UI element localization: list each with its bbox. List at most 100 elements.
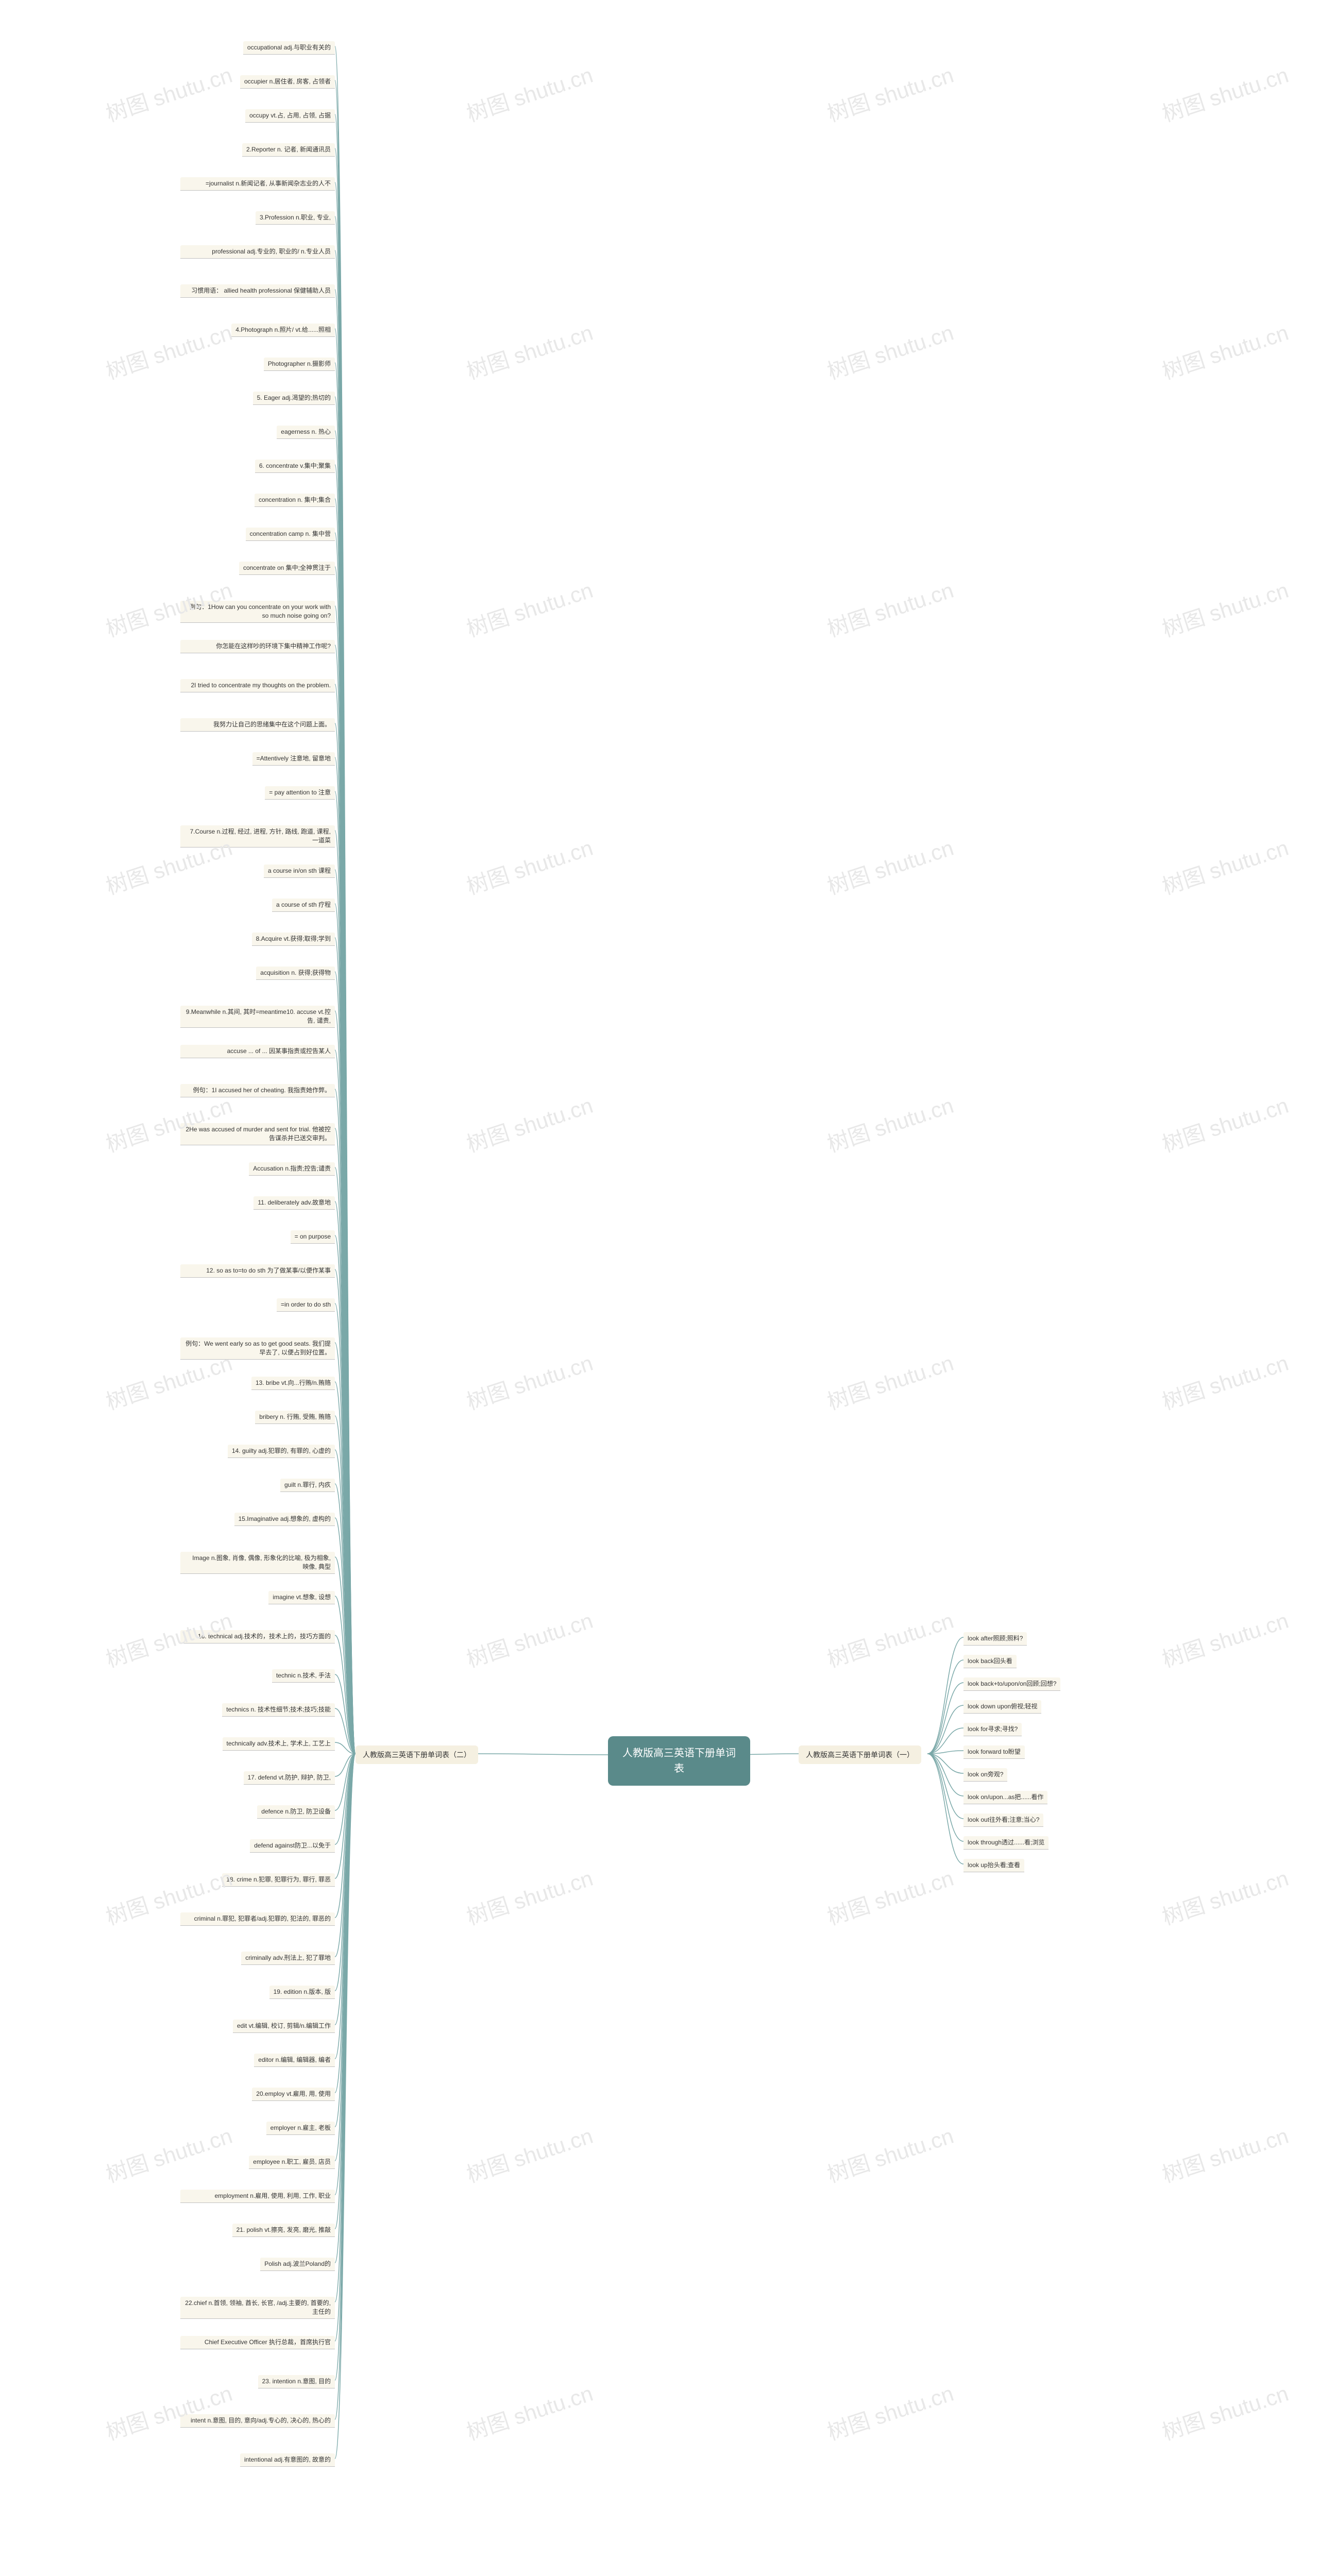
watermark: 树图 shutu.cn [462, 315, 597, 386]
watermark: 树图 shutu.cn [462, 573, 597, 643]
leaf-node[interactable]: look out往外看;注意;当心? [963, 1814, 1043, 1827]
leaf-node[interactable]: 2.Reporter n. 记者, 新闻通讯员 [242, 143, 335, 157]
leaf-node[interactable]: 15.Imaginative adj.想象的, 虚构的 [234, 1513, 335, 1526]
leaf-node[interactable]: defend against防卫...以免于 [250, 1839, 335, 1853]
leaf-node[interactable]: 11. deliberately adv.故意地 [253, 1196, 335, 1210]
leaf-node[interactable]: Chief Executive Officer 执行总裁，首席执行官 [180, 2336, 335, 2349]
leaf-node[interactable]: 8.Acquire vt.获得;取得;学到 [252, 933, 335, 946]
branch-node[interactable]: 人教版高三英语下册单词表（一） [799, 1745, 921, 1764]
leaf-node[interactable]: 9.Meanwhile n.其间, 其时=meantime10. accuse … [180, 1006, 335, 1028]
leaf-node[interactable]: =Attentively 注意地, 留意地 [252, 752, 335, 766]
leaf-node[interactable]: concentration camp n. 集中营 [246, 528, 335, 541]
leaf-node[interactable]: 我努力让自己的思绪集中在这个问题上面。 [180, 718, 335, 732]
watermark: 树图 shutu.cn [1158, 1346, 1292, 1416]
watermark: 树图 shutu.cn [462, 1346, 597, 1416]
watermark: 树图 shutu.cn [102, 315, 236, 386]
leaf-node[interactable]: imagine vt.想象, 设想 [268, 1591, 335, 1604]
watermark: 树图 shutu.cn [462, 1088, 597, 1159]
leaf-node[interactable]: accuse ... of ... 因某事指责或控告某人 [180, 1045, 335, 1058]
leaf-node[interactable]: criminal n.罪犯, 犯罪者/adj.犯罪的, 犯法的, 罪恶的 [180, 1912, 335, 1926]
leaf-node[interactable]: look for寻求;寻找? [963, 1723, 1022, 1736]
leaf-node[interactable]: 7.Course n.过程, 经过, 进程, 方针, 路线, 跑道, 课程, 一… [180, 825, 335, 848]
watermark: 树图 shutu.cn [1158, 1603, 1292, 1674]
leaf-node[interactable]: 5. Eager adj.渴望的;热切的 [253, 392, 335, 405]
leaf-node[interactable]: 6. concentrate v.集中;聚集 [255, 460, 335, 473]
leaf-node[interactable]: eagerness n. 热心 [277, 426, 335, 439]
leaf-node[interactable]: 17. defend vt.防护, 辩护, 防卫, [244, 1771, 335, 1785]
branch-node[interactable]: 人教版高三英语下册单词表（二） [356, 1745, 478, 1764]
leaf-node[interactable]: 19. edition n.版本, 版 [269, 1986, 335, 1999]
leaf-node[interactable]: look up抬头看;查看 [963, 1859, 1024, 1872]
leaf-node[interactable]: employment n.雇用, 使用, 利用, 工作, 职业 [180, 2190, 335, 2203]
leaf-node[interactable]: 4.Photograph n.照片/ vt.给......照相 [231, 324, 335, 337]
leaf-node[interactable]: 22.chief n.首领, 领袖, 酋长, 长官, /adj.主要的, 首要的… [180, 2297, 335, 2319]
leaf-node[interactable]: =in order to do sth [277, 1298, 335, 1312]
leaf-node[interactable]: concentration n. 集中;集合 [255, 494, 335, 507]
leaf-node[interactable]: look back回头看 [963, 1655, 1017, 1668]
leaf-node[interactable]: intent n.意图, 目的, 意向/adj.专心的, 决心的, 热心的 [180, 2414, 335, 2428]
leaf-node[interactable]: guilt n.罪行, 内疚 [280, 1479, 335, 1492]
leaf-node[interactable]: employee n.职工, 雇员, 店员 [249, 2156, 335, 2169]
leaf-node[interactable]: 3.Profession n.职业, 专业, [256, 211, 335, 225]
leaf-node[interactable]: Photographer n.摄影师 [264, 358, 335, 371]
leaf-node[interactable]: defence n.防卫, 防卫设备 [257, 1805, 335, 1819]
watermark: 树图 shutu.cn [823, 831, 957, 901]
leaf-node[interactable]: 2I tried to concentrate my thoughts on t… [180, 679, 335, 692]
leaf-node[interactable]: 14. guilty adj.犯罪的, 有罪的, 心虚的 [228, 1445, 335, 1458]
leaf-node[interactable]: criminally adv.刑法上, 犯了罪地 [241, 1952, 335, 1965]
leaf-node[interactable]: 习惯用语： allied health professional 保健辅助人员 [180, 284, 335, 298]
leaf-node[interactable]: 2He was accused of murder and sent for t… [180, 1123, 335, 1145]
leaf-node[interactable]: Polish adj.波兰Poland的 [260, 2258, 335, 2271]
leaf-node[interactable]: 例句：We went early so as to get good seats… [180, 1337, 335, 1360]
leaf-node[interactable]: acquisition n. 获得;获得物 [256, 967, 335, 980]
leaf-node[interactable]: look through透过......看;浏览 [963, 1836, 1049, 1850]
leaf-node[interactable]: look on/upon...as把......看作 [963, 1791, 1047, 1804]
leaf-node[interactable]: 13. bribe vt.向...行贿/n.贿赂 [251, 1377, 335, 1390]
watermark: 树图 shutu.cn [823, 2376, 957, 2447]
leaf-node[interactable]: = pay attention to 注意 [265, 786, 335, 800]
leaf-node[interactable]: 12. so as to=to do sth 为了做某事/以便作某事 [180, 1264, 335, 1278]
watermark: 树图 shutu.cn [1158, 1861, 1292, 1931]
watermark: 树图 shutu.cn [823, 1603, 957, 1674]
leaf-node[interactable]: look back+to/upon/on回顾;回想? [963, 1677, 1060, 1691]
leaf-node[interactable]: a course of sth 疗程 [272, 899, 335, 912]
leaf-node[interactable]: employer n.雇主, 老板 [266, 2122, 335, 2135]
leaf-node[interactable]: technics n. 技术性细节;技术;技巧;技能 [222, 1703, 335, 1717]
watermark: 树图 shutu.cn [823, 573, 957, 643]
leaf-node[interactable]: 你怎能在这样吵的环境下集中精神工作呢? [180, 640, 335, 653]
watermark: 树图 shutu.cn [823, 315, 957, 386]
watermark: 树图 shutu.cn [462, 1603, 597, 1674]
leaf-node[interactable]: 18. crime n.犯罪, 犯罪行为, 罪行, 罪恶 [222, 1873, 335, 1887]
leaf-node[interactable]: a course in/on sth 课程 [264, 865, 335, 878]
leaf-node[interactable]: professional adj.专业的, 职业的/ n.专业人员 [180, 245, 335, 259]
leaf-node[interactable]: editor n.编辑, 编辑器, 编者 [254, 2054, 335, 2067]
leaf-node[interactable]: intentional adj.有意图的, 故意的 [240, 2453, 335, 2467]
leaf-node[interactable]: occupational adj.与职业有关的 [243, 41, 335, 55]
watermark: 树图 shutu.cn [462, 1861, 597, 1931]
leaf-node[interactable]: look forward to盼望 [963, 1745, 1025, 1759]
leaf-node[interactable]: look down upon俯视;轻视 [963, 1700, 1041, 1714]
leaf-node[interactable]: 23. intention n.意图, 目的 [258, 2375, 335, 2388]
leaf-node[interactable]: = on purpose [291, 1230, 335, 1244]
leaf-node[interactable]: =journalist n.新闻记者, 从事新闻杂志业的人不 [180, 177, 335, 191]
leaf-node[interactable]: technically adv.技术上, 学术上, 工艺上 [223, 1737, 335, 1751]
leaf-node[interactable]: look on旁观? [963, 1768, 1007, 1782]
leaf-node[interactable]: 20.employ vt.雇用, 用, 使用 [252, 2088, 335, 2101]
leaf-node[interactable]: 例句：1How can you concentrate on your work… [180, 601, 335, 623]
watermark: 树图 shutu.cn [462, 58, 597, 128]
leaf-node[interactable]: concentrate on 集中;全神贯注于 [239, 562, 335, 575]
leaf-node[interactable]: Accusation n.指责;控告;谴责 [249, 1162, 335, 1176]
leaf-node[interactable]: 例句：1I accused her of cheating. 我指责她作弊。 [180, 1084, 335, 1097]
leaf-node[interactable]: occupier n.居住者, 房客, 占领者 [240, 75, 335, 89]
leaf-node[interactable]: Image n.图象, 肖像, 偶像, 形象化的比喻, 极为相象, 映像, 典型 [180, 1552, 335, 1574]
leaf-node[interactable]: 16. technical adj.技术的，技术上的，技巧方面的 [180, 1630, 335, 1643]
center-node[interactable]: 人教版高三英语下册单词表 [608, 1736, 750, 1786]
leaf-node[interactable]: bribery n. 行贿, 受贿, 贿赂 [255, 1411, 335, 1424]
leaf-node[interactable]: occupy vt.占, 占用, 占领, 占据 [245, 109, 335, 123]
leaf-node[interactable]: edit vt.编辑, 校订, 剪辑/n.编辑工作 [233, 2020, 335, 2033]
leaf-node[interactable]: technic n.技术, 手法 [272, 1669, 335, 1683]
watermark: 树图 shutu.cn [1158, 58, 1292, 128]
watermark: 树图 shutu.cn [823, 58, 957, 128]
leaf-node[interactable]: look after照顾;照料? [963, 1632, 1027, 1646]
leaf-node[interactable]: 21. polish vt.擦亮, 发亮, 磨光, 推敲 [232, 2224, 335, 2237]
